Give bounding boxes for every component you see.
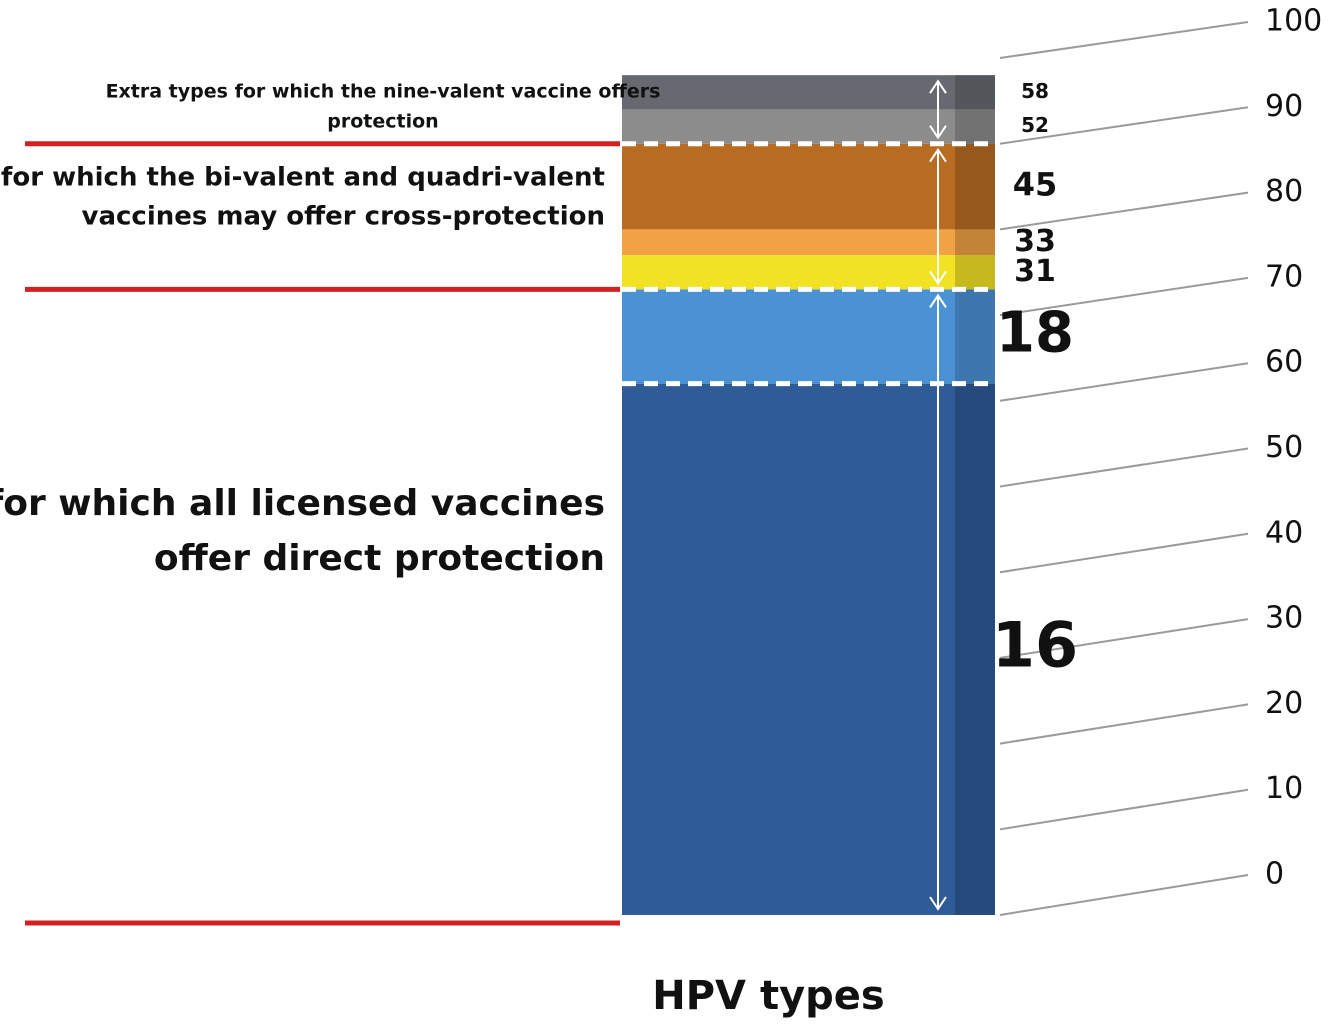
bar-segment [622,109,995,144]
annotation: vaccines may offer cross-protection [82,202,606,232]
y-tick-label: 100 [1265,4,1322,39]
bar-segment [622,255,995,290]
legend-label: 45 [1013,166,1058,204]
annotation: offer direct protection [154,538,605,579]
x-axis-label: HPV types [652,973,884,1019]
y-tick-label: 70 [1265,259,1303,294]
y-tick-label: 0 [1265,857,1284,892]
leader-line [999,788,1249,831]
annotation: protection [327,111,438,133]
bar-segment [622,229,995,256]
legend-label: 31 [1014,254,1056,289]
bar-segment [622,75,995,110]
bar-segment [622,383,995,915]
leader-line [999,618,1249,659]
legend-label: 58 [1021,79,1049,103]
leader-line [999,703,1249,745]
leader-line [999,447,1249,488]
leader-line [999,21,1249,59]
leader-line [999,532,1249,574]
legend-label: 52 [1021,113,1049,137]
y-tick-label: 90 [1265,89,1303,124]
annotation: Types for which all licensed vaccines [0,483,605,524]
legend-label: 33 [1014,224,1056,259]
leader-line [999,191,1249,231]
bar-segment [622,289,995,384]
leader-line [999,362,1249,402]
arrow-head [929,79,947,140]
y-tick-label: 60 [1265,345,1303,380]
y-tick-label: 50 [1265,430,1303,465]
leader-line [999,874,1249,916]
legend-label: 18 [996,301,1074,366]
y-tick-label: 80 [1265,174,1303,209]
legend-label: 16 [992,608,1078,681]
y-tick-label: 30 [1265,601,1303,636]
arrow-head [929,147,947,286]
y-tick-label: 40 [1265,515,1303,550]
annotation: Extra types for which the bi-valent and … [0,163,605,193]
bar-shade [955,75,995,915]
annotation: Extra types for which the nine-valent va… [106,81,661,103]
leader-line [999,276,1249,317]
leader-line [999,106,1249,145]
y-tick-label: 20 [1265,686,1303,721]
arrow-head [929,293,947,911]
y-tick-label: 10 [1265,771,1303,806]
bar-segment [622,143,995,230]
